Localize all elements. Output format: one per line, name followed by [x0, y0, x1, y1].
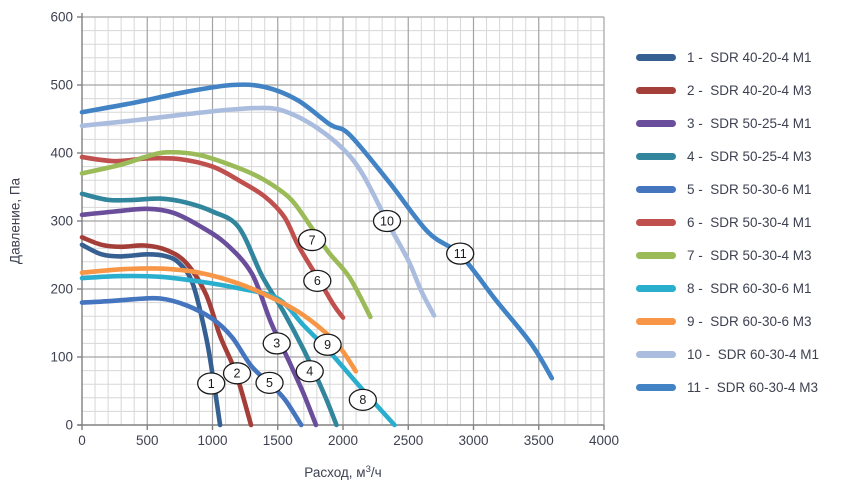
legend-swatch-1	[636, 54, 676, 61]
curve-badge-label-9: 9	[324, 338, 331, 352]
legend-swatch-2	[636, 87, 676, 94]
x-tick-label: 2500	[393, 433, 423, 448]
x-tick-label: 1000	[197, 433, 227, 448]
x-tick-label: 4000	[589, 433, 619, 448]
legend-label-11: 11 - SDR 60-30-4 M3	[687, 380, 819, 395]
series-line-2	[79, 235, 254, 428]
curve-badge-6	[303, 269, 332, 292]
legend-label-1: 1 - SDR 40-20-4 M1	[687, 50, 812, 65]
x-tick-label: 1500	[263, 433, 293, 448]
curve-badge-8	[348, 388, 377, 411]
legend-item-3: 3 - SDR 50-25-4 M1	[636, 107, 819, 140]
curve-badge-label-8: 8	[359, 393, 366, 407]
legend-label-3: 3 - SDR 50-25-4 M1	[687, 116, 812, 131]
series-line-7	[79, 149, 373, 320]
legend-item-1: 1 - SDR 40-20-4 M1	[636, 41, 819, 74]
series-line-3	[79, 206, 319, 428]
legend-swatch-8	[636, 285, 676, 292]
curve-badge-11	[446, 242, 475, 265]
legend-swatch-9	[636, 318, 676, 325]
y-tick-label: 100	[50, 350, 73, 365]
curve-badge-3	[262, 332, 291, 355]
x-axis-title: Расход, м3/ч	[304, 464, 381, 480]
legend-label-5: 5 - SDR 50-30-6 M1	[687, 182, 812, 197]
legend-item-2: 2 - SDR 40-20-4 M3	[636, 74, 819, 107]
x-tick-label: 3500	[524, 433, 554, 448]
legend-label-10: 10 - SDR 60-30-4 M1	[687, 347, 820, 362]
legend-item-4: 4 - SDR 50-25-4 M3	[636, 140, 819, 173]
legend-swatch-5	[636, 186, 676, 193]
x-tick-label: 500	[136, 433, 159, 448]
legend-label-2: 2 - SDR 40-20-4 M3	[687, 83, 812, 98]
legend-label-8: 8 - SDR 60-30-6 M1	[687, 281, 812, 296]
curve-badge-label-10: 10	[380, 214, 394, 228]
legend-label-9: 9 - SDR 60-30-6 M3	[687, 314, 812, 329]
curve-badge-label-4: 4	[306, 365, 313, 379]
legend-item-6: 6 - SDR 50-30-4 M1	[636, 206, 819, 239]
curve-badge-5	[255, 371, 284, 394]
series-line-11	[79, 82, 555, 381]
curve-badge-label-1: 1	[208, 377, 215, 391]
legend-item-9: 9 - SDR 60-30-6 M3	[636, 305, 819, 338]
x-tick-label: 2000	[328, 433, 358, 448]
legend-item-8: 8 - SDR 60-30-6 M1	[636, 272, 819, 305]
y-tick-label: 300	[50, 214, 73, 229]
legend-swatch-3	[636, 120, 676, 127]
curve-badge-10	[372, 209, 402, 233]
series-line-4	[79, 191, 339, 428]
y-axis-title: Давление, Па	[8, 177, 23, 264]
y-tick-label: 0	[65, 418, 73, 433]
curve-badge-label-5: 5	[266, 376, 273, 390]
legend-item-10: 10 - SDR 60-30-4 M1	[636, 338, 819, 371]
legend-swatch-6	[636, 219, 676, 226]
y-tick-label: 400	[50, 146, 73, 161]
x-tick-label: 0	[78, 433, 86, 448]
legend-item-11: 11 - SDR 60-30-4 M3	[636, 371, 819, 404]
y-tick-label: 200	[50, 282, 73, 297]
legend-label-4: 4 - SDR 50-25-4 M3	[687, 149, 812, 164]
legend-label-6: 6 - SDR 50-30-4 M1	[687, 215, 812, 230]
curve-badge-label-3: 3	[273, 337, 280, 351]
legend-label-7: 7 - SDR 50-30-4 M3	[687, 248, 812, 263]
legend-swatch-7	[636, 252, 676, 259]
legend-item-7: 7 - SDR 50-30-4 M3	[636, 239, 819, 272]
y-tick-label: 600	[50, 10, 73, 25]
curve-badge-label-2: 2	[234, 367, 241, 381]
curve-badge-2	[222, 362, 252, 385]
curve-badge-7	[297, 228, 327, 252]
curve-badge-1	[197, 372, 226, 395]
chart-legend: 1 - SDR 40-20-4 M1 2 - SDR 40-20-4 M3 3 - …	[636, 41, 819, 404]
y-tick-label: 500	[50, 78, 73, 93]
legend-item-5: 5 - SDR 50-30-6 M1	[636, 173, 819, 206]
series-line-10	[79, 105, 437, 318]
x-tick-label: 3000	[458, 433, 488, 448]
curve-badge-9	[313, 333, 342, 356]
legend-swatch-11	[636, 384, 676, 391]
series-line-1	[79, 242, 223, 428]
legend-swatch-10	[636, 351, 676, 358]
curve-badge-4	[295, 360, 324, 383]
curve-badge-label-7: 7	[309, 233, 316, 247]
legend-swatch-4	[636, 153, 676, 160]
curve-badge-label-6: 6	[314, 274, 321, 288]
curve-badge-label-11: 11	[454, 247, 467, 261]
